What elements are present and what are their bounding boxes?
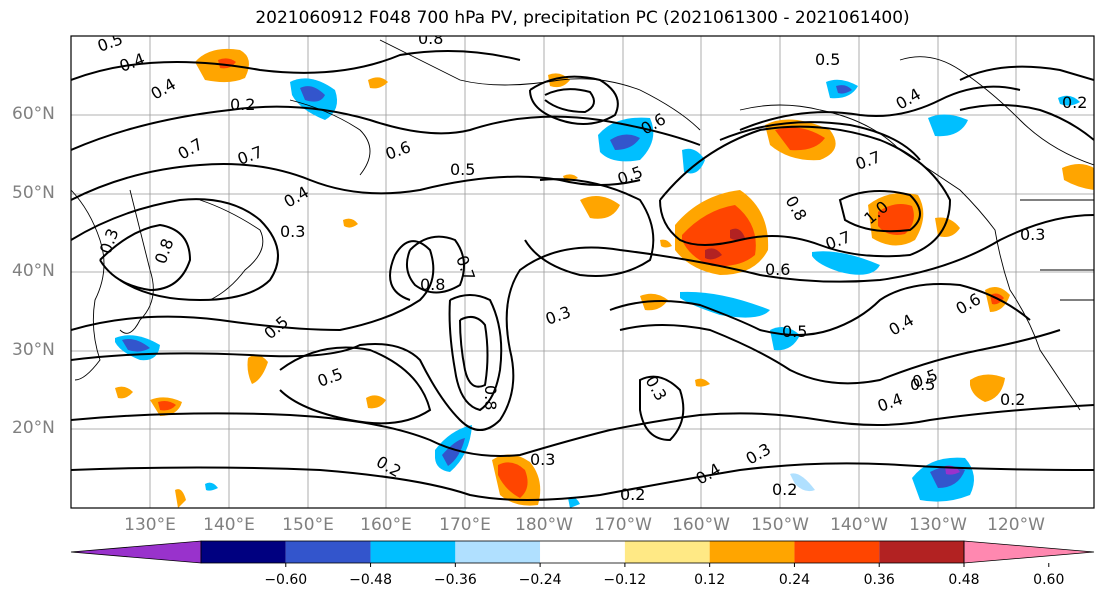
colorbar-tick-label: 0.60 bbox=[1033, 572, 1065, 588]
latitude-label: 40°N bbox=[12, 261, 55, 281]
colorbar-tick-label: 0.24 bbox=[778, 572, 811, 588]
contour-label: 0.4 bbox=[281, 182, 313, 211]
contour-label: 0.7 bbox=[823, 227, 853, 254]
colorbar-extend-low bbox=[70, 540, 202, 564]
latitude-label: 20°N bbox=[12, 418, 55, 438]
contour-label: 0.8 bbox=[418, 29, 443, 48]
contour-label: 0.5 bbox=[450, 160, 475, 179]
contour-label: 0.3 bbox=[280, 222, 305, 241]
contour-label: 0.2 bbox=[1062, 93, 1087, 112]
contour-label: 0.5 bbox=[260, 312, 292, 343]
contour-label: 0.7 bbox=[853, 147, 883, 174]
contour-label: 0.6 bbox=[953, 289, 985, 318]
contour-label: 0.4 bbox=[886, 310, 918, 339]
colorbar bbox=[70, 540, 1095, 567]
colorbar-tick-label: −0.48 bbox=[349, 572, 392, 588]
colorbar-tick-label: −0.12 bbox=[603, 572, 647, 588]
longitude-label: 150°E bbox=[282, 515, 334, 535]
longitude-label: 130°W bbox=[909, 515, 967, 535]
contour-label: 0.6 bbox=[383, 137, 413, 164]
colorbar-tick-label: 0.48 bbox=[948, 572, 980, 588]
colorbar-frame bbox=[200, 540, 965, 564]
contour-label: 0.5 bbox=[95, 29, 125, 56]
pv-contours bbox=[71, 50, 1094, 501]
contour-label: 0.8 bbox=[481, 385, 500, 410]
contour-label: 0.3 bbox=[530, 450, 555, 469]
colorbar-tick-label: −0.60 bbox=[264, 572, 308, 588]
colorbar-segment bbox=[455, 541, 541, 563]
contour-label: 0.7 bbox=[235, 142, 265, 169]
longitude-label: 140°E bbox=[203, 515, 255, 535]
colorbar-segment bbox=[370, 541, 456, 563]
longitude-label: 140°W bbox=[830, 515, 888, 535]
contour-label: 0.7 bbox=[175, 134, 207, 163]
precip-negative bbox=[115, 78, 1080, 508]
contour-label: 0.2 bbox=[230, 95, 255, 114]
longitude-label: 150°W bbox=[751, 515, 809, 535]
contour-label: 0.5 bbox=[910, 375, 935, 394]
colorbar-segment bbox=[879, 541, 964, 563]
map-frame bbox=[70, 35, 1095, 509]
longitude-label: 160°W bbox=[672, 515, 730, 535]
precip-positive bbox=[115, 48, 1094, 508]
contour-label: 0.4 bbox=[875, 389, 905, 416]
colorbar-segment bbox=[540, 541, 625, 563]
contour-label: 0.5 bbox=[315, 364, 345, 391]
colorbar-segment bbox=[624, 541, 710, 563]
colorbar-tick-label: 0.36 bbox=[863, 572, 895, 588]
latitude-label: 50°N bbox=[12, 183, 55, 203]
contour-label: 0.8 bbox=[151, 236, 178, 266]
colorbar-tick-label: −0.24 bbox=[518, 572, 562, 588]
colorbar-segment bbox=[285, 541, 371, 563]
contour-label: 0.2 bbox=[620, 485, 645, 504]
contour-label: 0.3 bbox=[96, 226, 123, 256]
coastlines bbox=[71, 39, 1094, 411]
contour-label: 0.2 bbox=[772, 480, 797, 499]
colorbar-extend-high bbox=[963, 540, 1095, 564]
contour-label: 0.4 bbox=[148, 74, 180, 103]
latitude-label: 60°N bbox=[12, 104, 55, 124]
colorbar-segment bbox=[709, 541, 795, 563]
latitude-label: 30°N bbox=[12, 340, 55, 360]
contour-label: 0.4 bbox=[693, 459, 725, 488]
contour-label: 0.2 bbox=[1000, 390, 1025, 409]
longitude-label: 170°E bbox=[439, 515, 491, 535]
longitude-label: 120°W bbox=[987, 515, 1045, 535]
longitude-label: 130°E bbox=[124, 515, 176, 535]
contour-label: 0.4 bbox=[117, 49, 147, 76]
contour-label: 0.3 bbox=[543, 302, 573, 329]
colorbar-segment bbox=[201, 541, 286, 563]
contour-label: 0.7 bbox=[452, 253, 479, 283]
contour-label: 0.8 bbox=[782, 193, 811, 225]
longitude-label: 180°W bbox=[515, 515, 573, 535]
longitude-label: 160°E bbox=[360, 515, 412, 535]
colorbar-tick-label: −0.36 bbox=[433, 572, 477, 588]
contour-label: 0.6 bbox=[765, 260, 790, 279]
contour-label: 0.5 bbox=[815, 50, 840, 69]
contour-label: 0.3 bbox=[1020, 225, 1045, 244]
colorbar-tick-label: 0.12 bbox=[694, 572, 726, 588]
contour-label: 0.3 bbox=[743, 439, 775, 468]
contour-label: 0.5 bbox=[782, 322, 807, 341]
contour-label: 0.5 bbox=[615, 162, 645, 189]
map-title: 2021060912 F048 700 hPa PV, precipitatio… bbox=[255, 8, 910, 28]
longitude-label: 170°W bbox=[594, 515, 652, 535]
contour-label: 0.8 bbox=[420, 275, 445, 294]
colorbar-segment bbox=[794, 541, 880, 563]
